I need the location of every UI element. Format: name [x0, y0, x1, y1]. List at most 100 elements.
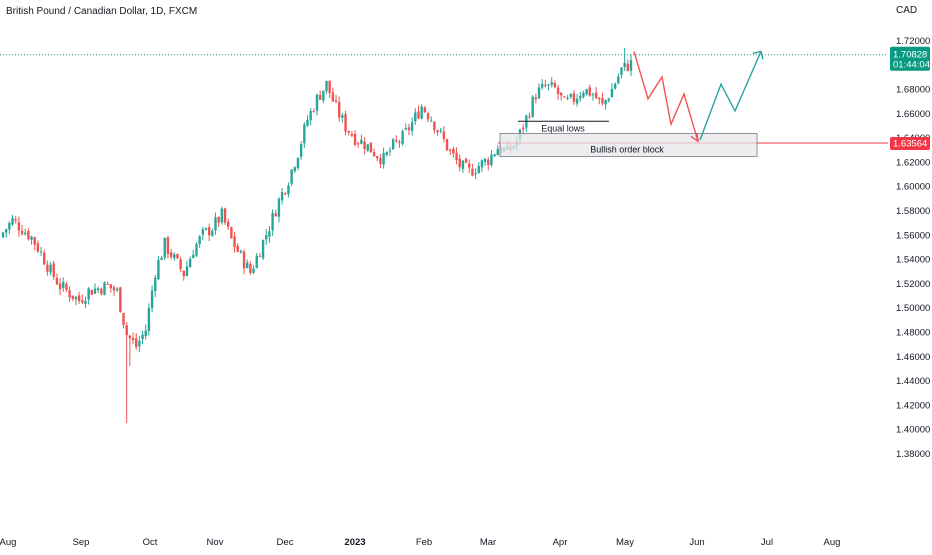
candle — [296, 157, 300, 171]
candle-body — [252, 268, 255, 273]
candle — [68, 286, 71, 302]
candle — [27, 228, 30, 241]
candle — [284, 192, 287, 196]
x-tick-label: Mar — [480, 537, 496, 548]
candle — [150, 285, 154, 313]
candle-body — [357, 143, 360, 145]
y-tick-label: 1.66000 — [896, 109, 930, 120]
candle — [100, 287, 103, 296]
candle — [325, 80, 328, 95]
candle — [458, 154, 461, 172]
candle-body — [287, 185, 290, 195]
x-tick-label: Dec — [277, 537, 294, 548]
candle-body — [299, 144, 303, 157]
candle-body — [290, 169, 293, 184]
candle — [613, 82, 617, 90]
candle — [331, 87, 335, 102]
candle-body — [112, 287, 116, 291]
candle-body — [433, 121, 436, 131]
candle-body — [62, 282, 65, 288]
candle — [271, 209, 274, 236]
candle — [344, 110, 347, 136]
candle-body — [464, 158, 468, 163]
candle — [87, 286, 90, 305]
price-axis[interactable]: 1.720001.700001.680001.660001.640001.620… — [890, 36, 930, 460]
y-tick-label: 1.40000 — [896, 425, 930, 436]
candle-body — [322, 90, 325, 101]
x-tick-label: Apr — [553, 537, 568, 548]
x-tick-label: Jun — [689, 537, 704, 548]
candle-body — [109, 284, 113, 289]
candle-body — [201, 229, 205, 235]
candle — [328, 80, 331, 98]
candle — [106, 281, 109, 285]
candle-body — [52, 263, 55, 278]
candle-body — [572, 93, 576, 102]
candle — [77, 291, 81, 304]
candle — [391, 137, 395, 151]
candle-body — [268, 231, 271, 237]
bearish-projection-path[interactable] — [633, 51, 699, 142]
bullish-projection-path[interactable] — [699, 51, 762, 141]
candle-body — [480, 160, 484, 168]
candle — [404, 123, 408, 131]
candle — [594, 86, 598, 100]
candle — [318, 90, 322, 101]
y-tick-label: 1.56000 — [896, 230, 930, 241]
candle — [166, 235, 170, 259]
candle-body — [27, 230, 30, 240]
candle — [46, 260, 49, 276]
candle — [525, 114, 528, 133]
candle — [334, 94, 338, 104]
candle — [223, 207, 227, 226]
candle-body — [607, 98, 610, 101]
projection-layer — [633, 50, 764, 143]
candle-body — [414, 112, 417, 122]
candle-body — [166, 237, 170, 255]
candle — [563, 95, 566, 98]
candle — [531, 94, 534, 118]
candle-body — [471, 168, 474, 176]
candle-body — [550, 82, 553, 85]
candle-body — [598, 97, 601, 99]
candle — [382, 147, 385, 169]
candle-body — [423, 107, 427, 113]
candle-body — [160, 257, 163, 260]
candle-body — [521, 127, 525, 130]
candle — [461, 160, 465, 173]
candle — [429, 116, 433, 122]
candle-body — [74, 296, 78, 300]
y-tick-label: 1.62000 — [896, 157, 930, 168]
candle — [436, 129, 439, 136]
candle-body — [296, 157, 300, 168]
candle-body — [11, 217, 14, 225]
candle-body — [277, 198, 281, 217]
candle — [315, 93, 319, 116]
candle — [414, 108, 417, 125]
candle-body — [204, 227, 208, 230]
time-axis[interactable]: Aug Sep Oct Nov Dec 2023 Feb Mar Apr May Jun Jul Aug — [0, 537, 840, 548]
candle-body — [553, 82, 557, 88]
candle — [445, 138, 449, 151]
candle-body — [458, 158, 461, 168]
candle — [1, 231, 5, 239]
candle-body — [623, 62, 626, 68]
candle — [43, 249, 46, 265]
candle-body — [547, 84, 550, 86]
candle — [547, 83, 550, 91]
order-block-zone[interactable] — [499, 133, 758, 157]
candle — [306, 115, 309, 128]
candle — [255, 252, 258, 269]
candle-body — [135, 338, 138, 348]
candle — [242, 249, 246, 275]
candle — [452, 146, 455, 158]
candle — [312, 108, 316, 113]
candle — [135, 333, 138, 350]
candle — [211, 228, 214, 237]
candle-body — [376, 156, 379, 159]
candle — [347, 130, 350, 136]
candle — [610, 83, 614, 98]
candle-body — [106, 283, 109, 285]
candle — [287, 182, 290, 198]
